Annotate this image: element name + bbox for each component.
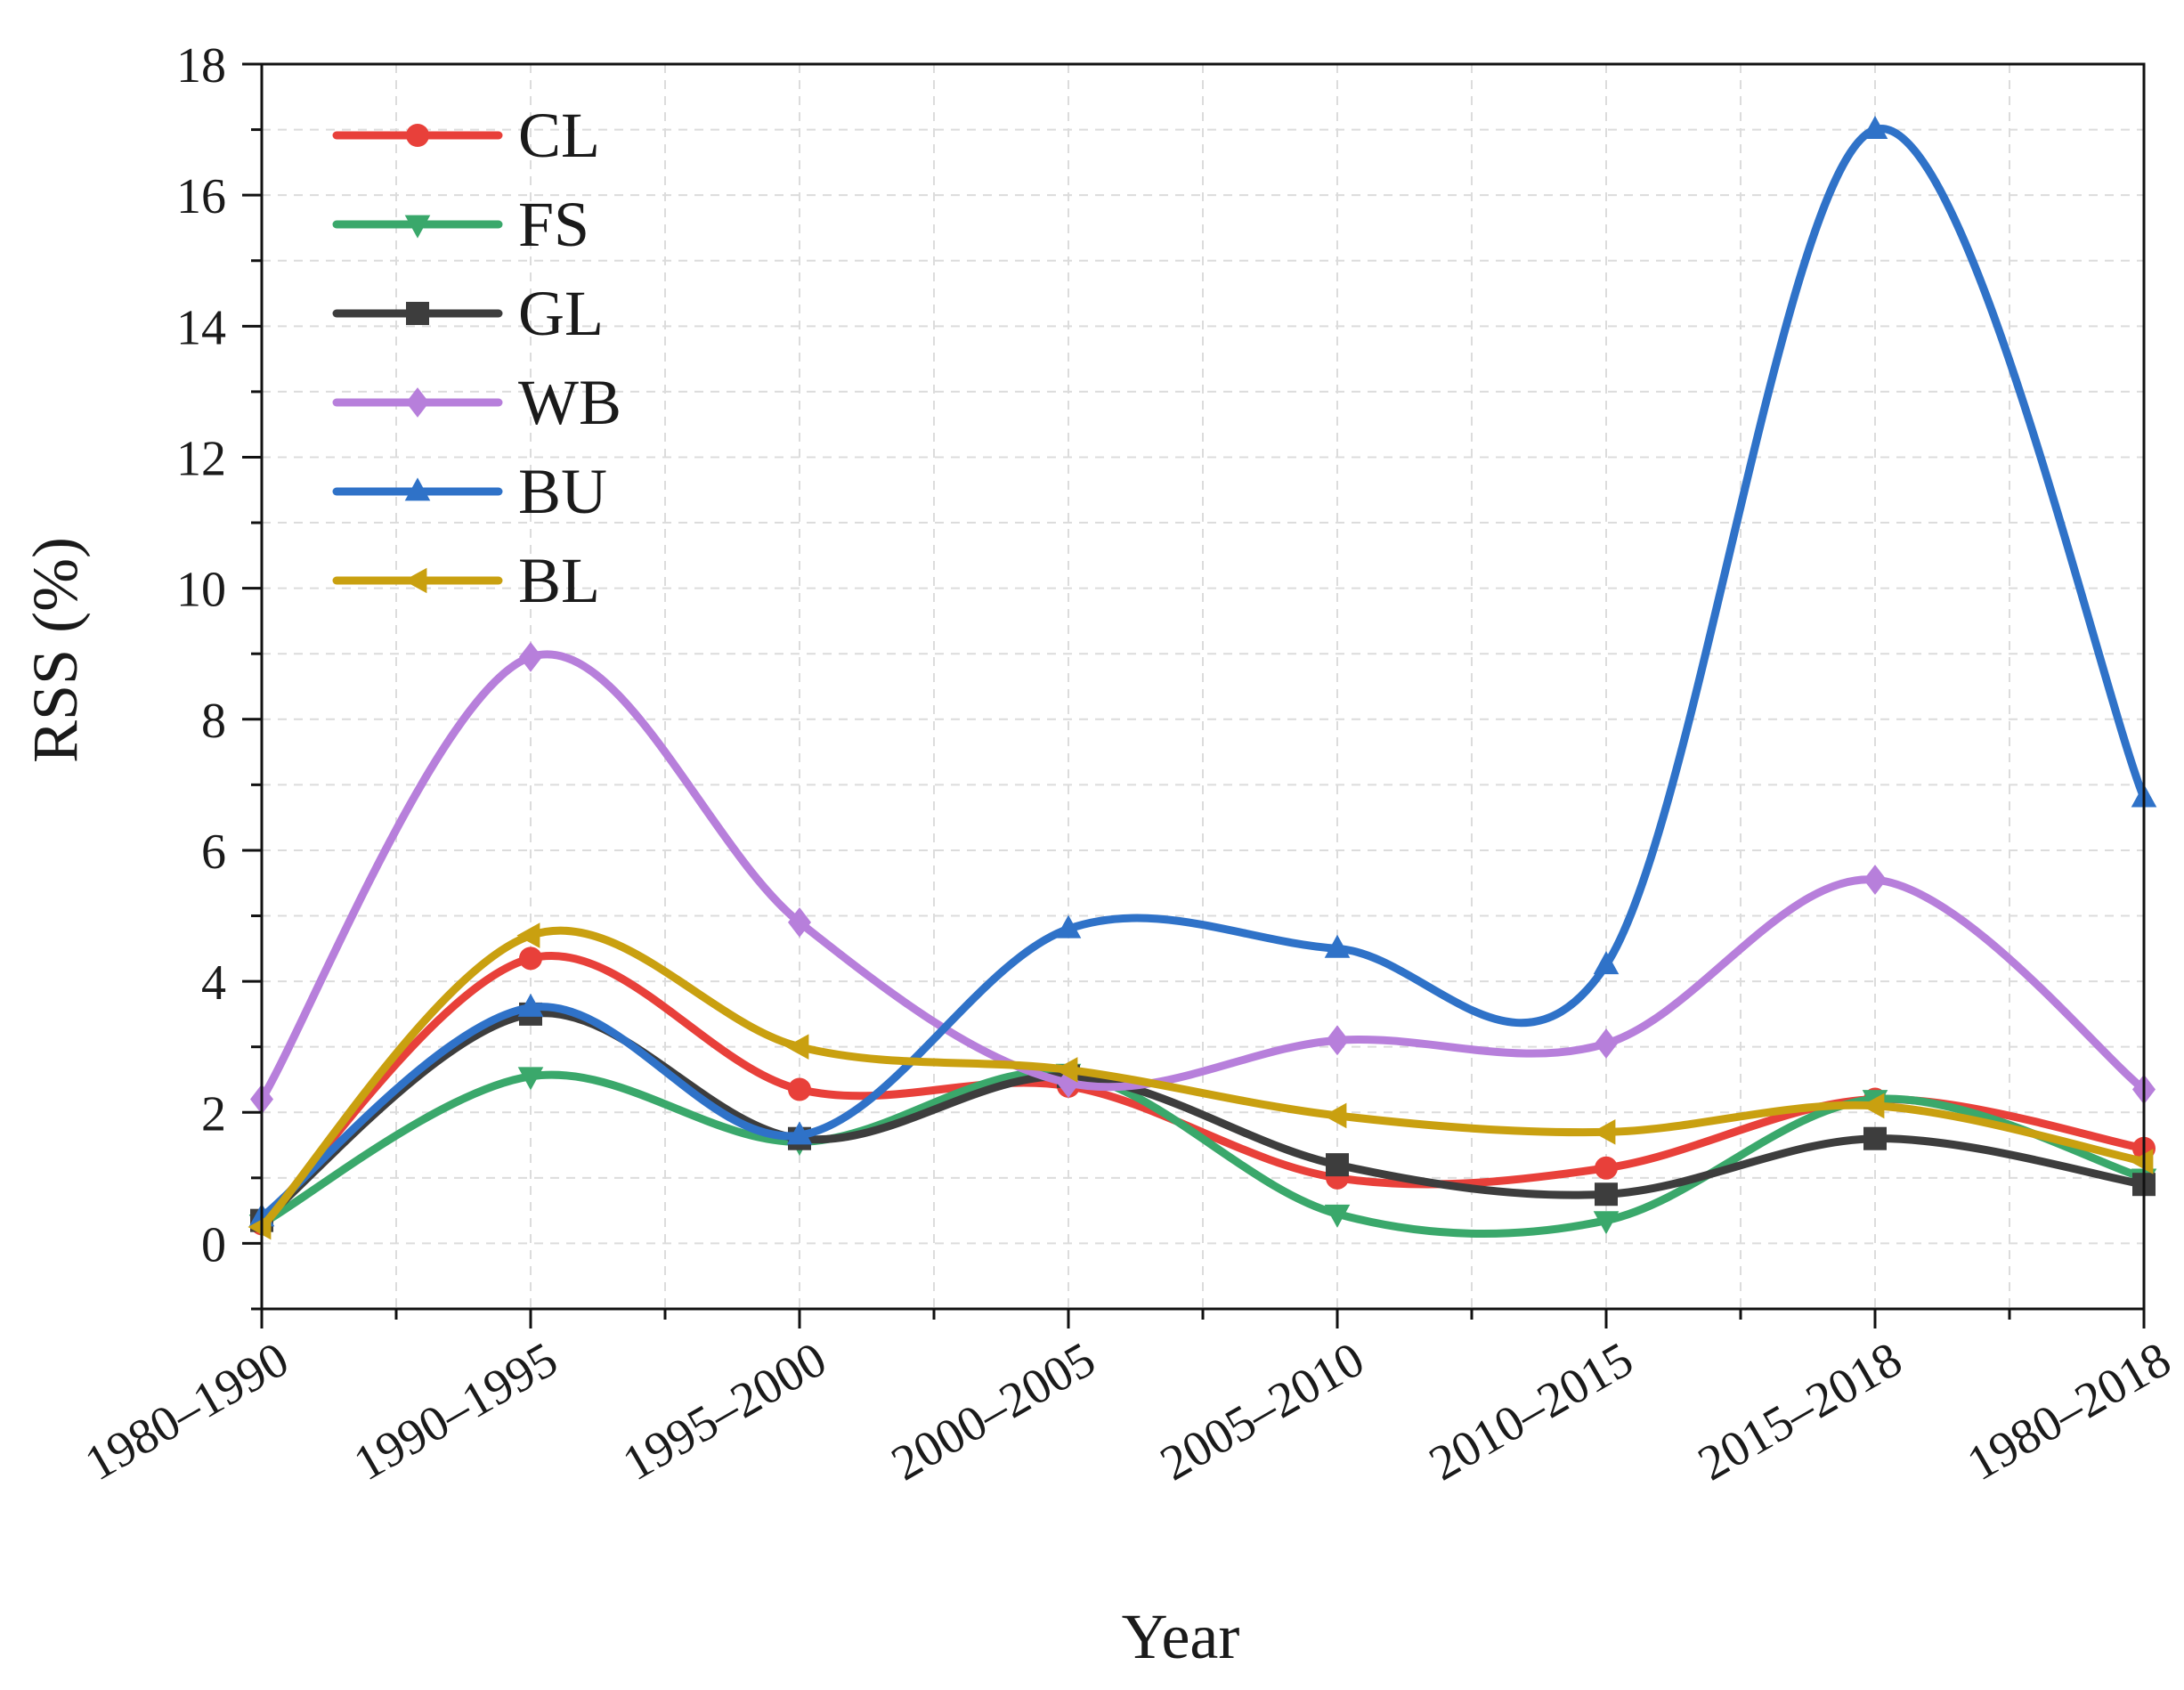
data-point-bu	[1862, 115, 1888, 139]
legend-label: WB	[518, 367, 621, 438]
data-point-bu	[1593, 951, 1620, 975]
y-tick-label: 6	[201, 825, 226, 880]
data-point-cl	[519, 947, 542, 971]
data-point-fs	[517, 1067, 544, 1091]
data-point-bu	[1324, 934, 1351, 958]
y-tick-label: 8	[201, 694, 226, 749]
data-point-cl	[788, 1077, 811, 1101]
legend-item-fs: FS	[332, 189, 589, 260]
data-point-bl	[2130, 1149, 2154, 1174]
legend-item-wb: WB	[332, 367, 621, 438]
data-point-bu	[517, 993, 544, 1017]
legend-marker	[404, 477, 431, 501]
series-line-gl	[257, 1009, 2148, 1225]
data-point-bu	[1055, 914, 1082, 938]
data-point-gl	[1595, 1182, 1618, 1207]
data-point-gl	[1863, 1126, 1887, 1150]
data-point-wb	[1595, 1028, 1618, 1059]
x-axis-title: Year	[1122, 1601, 1240, 1672]
data-point-wb	[1326, 1025, 1349, 1056]
legend-label: BU	[518, 456, 607, 527]
data-point-bl	[248, 1214, 272, 1240]
y-tick-label: 18	[176, 38, 226, 93]
data-point-bl	[516, 922, 540, 948]
legend-label: FS	[518, 189, 589, 260]
legend-item-gl: GL	[332, 278, 604, 349]
data-point-bu	[786, 1121, 813, 1145]
y-tick-label: 14	[176, 300, 226, 355]
y-tick-label: 10	[176, 563, 226, 618]
data-point-bl	[1054, 1057, 1078, 1083]
legend-item-cl: CL	[332, 100, 600, 171]
y-tick-label: 2	[201, 1086, 226, 1142]
data-point-wb	[519, 641, 542, 672]
y-tick-label: 4	[201, 955, 226, 1011]
data-point-cl	[1595, 1156, 1618, 1180]
data-point-bl	[1861, 1093, 1885, 1119]
legend-label: BL	[518, 545, 600, 616]
data-point-bl	[785, 1034, 809, 1060]
legend-label: GL	[518, 278, 604, 349]
legend-marker	[403, 567, 427, 594]
series-bl	[248, 922, 2154, 1240]
y-tick-label: 0	[201, 1217, 226, 1272]
legend-label: CL	[518, 100, 600, 171]
data-point-fs	[1593, 1211, 1620, 1235]
legend-marker	[404, 215, 431, 239]
y-tick-label: 12	[176, 431, 226, 486]
y-tick-label: 16	[176, 169, 226, 224]
data-point-gl	[1326, 1153, 1349, 1177]
legend-marker	[406, 124, 429, 147]
data-point-wb	[1863, 865, 1887, 895]
data-point-wb	[788, 906, 811, 938]
data-point-bl	[1323, 1102, 1347, 1129]
legend-marker	[406, 387, 429, 418]
legend-marker	[406, 302, 429, 325]
legend: CL FS GL WB BU BL	[332, 100, 621, 616]
data-point-bl	[1592, 1119, 1616, 1145]
data-point-fs	[1324, 1204, 1351, 1228]
y-axis-ticks: 0 2 4 6 8 10 12 14 16 18	[176, 38, 262, 1311]
legend-item-bu: BU	[332, 456, 607, 527]
series-lines	[248, 115, 2157, 1240]
legend-item-bl: BL	[332, 545, 600, 616]
y-axis-title: RSS (%)	[20, 537, 91, 763]
